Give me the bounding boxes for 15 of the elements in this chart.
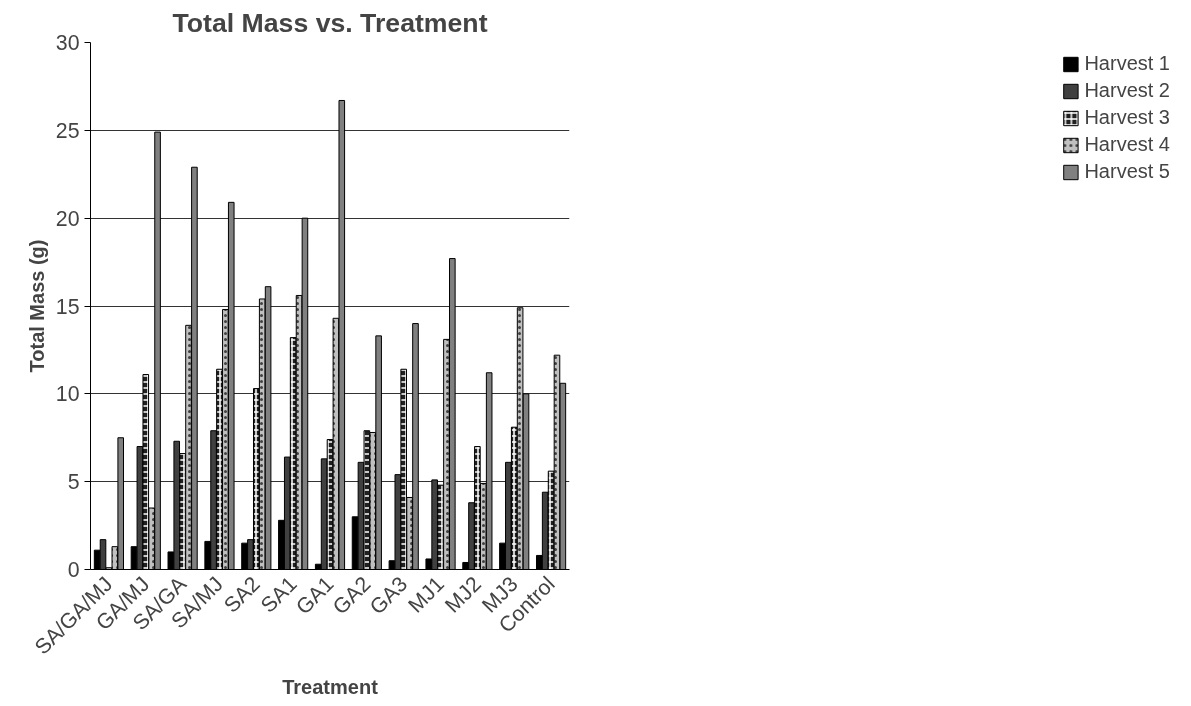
y-tick-label: 15 bbox=[55, 294, 80, 319]
y-tick-label: 30 bbox=[55, 31, 80, 55]
y-tick-label: 10 bbox=[55, 382, 80, 407]
legend-label: Harvest 4 bbox=[1084, 133, 1170, 156]
y-axis-title: Total Mass (g) bbox=[25, 239, 48, 373]
legend-label: Harvest 2 bbox=[1084, 79, 1170, 102]
chart-title: Total Mass vs. Treatment bbox=[172, 7, 488, 38]
legend-label: Harvest 1 bbox=[1084, 52, 1170, 75]
legend-label: Harvest 5 bbox=[1084, 160, 1170, 183]
legend-label: Harvest 3 bbox=[1084, 106, 1170, 129]
y-tick-label: 5 bbox=[67, 470, 80, 495]
y-tick-label: 25 bbox=[55, 118, 80, 143]
y-tick-label: 0 bbox=[67, 558, 80, 582]
x-axis-title: Treatment bbox=[282, 675, 379, 698]
y-tick-label: 20 bbox=[55, 206, 80, 231]
